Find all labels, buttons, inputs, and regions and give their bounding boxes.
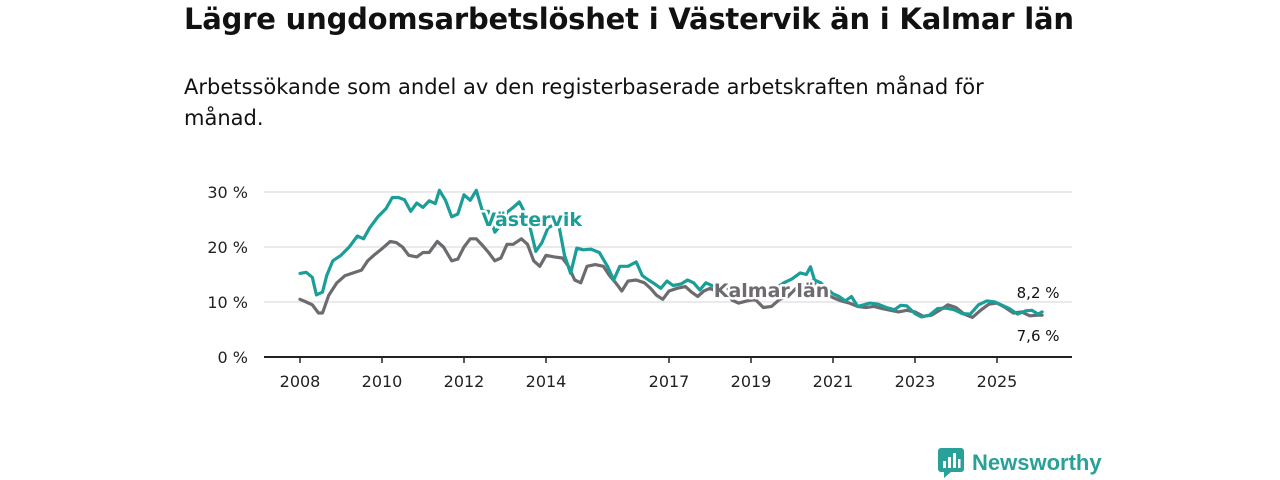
newsworthy-logo-icon: [938, 448, 964, 478]
kalmar-end-label: 7,6 %: [1017, 327, 1060, 345]
y-tick-label: 20 %: [207, 238, 248, 257]
y-tick-label: 30 %: [207, 183, 248, 202]
vastervik-label: Västervik: [481, 209, 582, 231]
brand-logo[interactable]: Newsworthy: [938, 448, 1102, 478]
y-tick-label: 0 %: [218, 348, 248, 367]
x-tick-label: 2010: [362, 372, 403, 391]
x-tick-label: 2014: [526, 372, 567, 391]
y-tick-label: 10 %: [207, 293, 248, 312]
x-tick-label: 2021: [813, 372, 854, 391]
chart-subtitle: Arbetssökande som andel av den registerb…: [184, 75, 984, 130]
x-tick-label: 2008: [280, 372, 321, 391]
x-tick-label: 2017: [649, 372, 690, 391]
x-tick-label: 2025: [977, 372, 1018, 391]
x-tick-label: 2023: [895, 372, 936, 391]
vastervik-line: [298, 188, 1044, 319]
chart-title: Lägre ungdomsarbetslöshet i Västervik än…: [184, 2, 1074, 36]
x-tick-label: 2012: [444, 372, 485, 391]
kalmar-line: [298, 237, 1044, 319]
line-chart: 0 % 10 % 20 % 30 % 2008 2010 2012 2014 2017 2019 2…: [207, 183, 1072, 391]
x-tick-label: 2019: [731, 372, 772, 391]
vastervik-end-label: 8,2 %: [1017, 284, 1060, 302]
kalmar-label: Kalmar län: [714, 280, 830, 302]
brand-name: Newsworthy: [972, 450, 1102, 475]
